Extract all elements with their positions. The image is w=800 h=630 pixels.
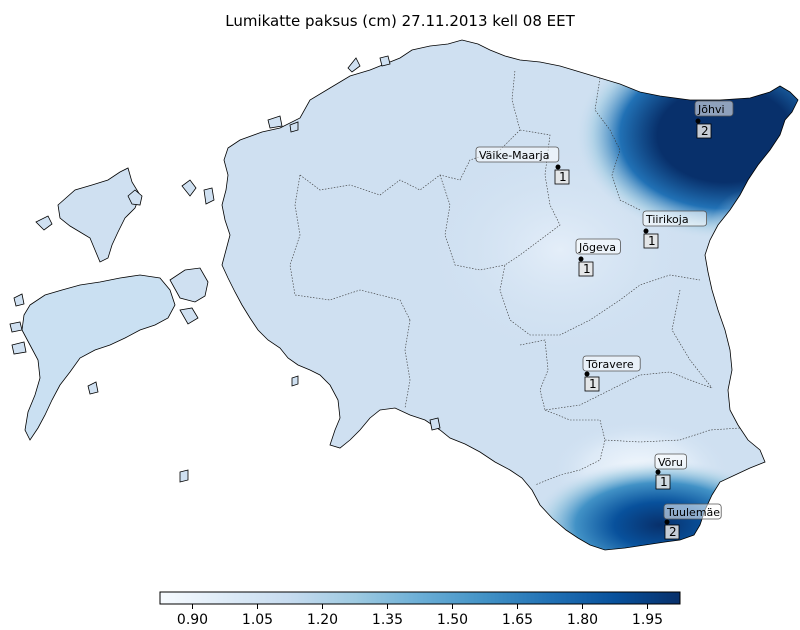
station-name: Võru: [658, 456, 683, 469]
colorbar-tick-label: 1.20: [307, 612, 338, 628]
station-6: Võru 1: [654, 453, 688, 490]
station-1: Jõhvi 2: [694, 100, 734, 139]
station-marker: [643, 228, 649, 234]
station-name: Jõgeva: [578, 241, 616, 254]
county-border: [289, 174, 411, 321]
station-value-box: [584, 376, 600, 392]
hiiumaa-island: [35, 167, 143, 263]
county-border: [534, 409, 606, 486]
station-name: Jõhvi: [697, 103, 725, 116]
county-border: [404, 319, 411, 409]
station-name-box: [475, 146, 560, 163]
county-border: [671, 289, 713, 389]
station-value-box: [643, 233, 659, 249]
colorbar-tick-label: 1.65: [502, 612, 533, 628]
mainland-outline: [221, 39, 799, 551]
station-marker: [584, 371, 590, 377]
station-name-box: [642, 210, 707, 227]
station-5: Tõravere 1: [582, 355, 641, 392]
station-7: Tuulemäe 2: [663, 503, 722, 540]
station-value-box: [696, 123, 712, 139]
colorbar-tick-label: 1.35: [372, 612, 403, 628]
station-name: Tiirikoja: [645, 213, 689, 226]
station-value-box: [578, 261, 594, 277]
station-name-box: [575, 238, 621, 255]
station-marker: [664, 519, 670, 525]
county-border: [594, 77, 641, 211]
station-value: 1: [648, 234, 656, 248]
station-name-box: [582, 355, 641, 372]
colorbar-ticks: 0.90 1.05 1.20 1.35 1.50 1.65 1.80 1.95: [177, 604, 663, 628]
station-value: 1: [559, 170, 567, 184]
station-name: Väike-Maarja: [479, 149, 549, 162]
station-name-box: [663, 503, 722, 520]
county-border: [499, 129, 701, 336]
county-borders: [289, 69, 741, 486]
station-2: Väike-Maarja 1: [475, 146, 570, 185]
map-title: Lumikatte paksus (cm) 27.11.2013 kell 08…: [225, 12, 575, 30]
station-value-box: [664, 524, 680, 540]
station-value: 1: [583, 262, 591, 276]
stations-layer: Jõhvi2Väike-Maarja1Tiirikoja1Jõgeva1Tõra…: [475, 100, 734, 540]
east-border-area: [705, 190, 785, 310]
station-value-box: [655, 474, 671, 490]
station-4: Jõgeva 1: [575, 238, 621, 277]
colorbar-tick-label: 1.50: [437, 612, 468, 628]
colorbar-tick-label: 1.05: [242, 612, 273, 628]
county-border: [439, 174, 506, 271]
station-marker: [655, 469, 661, 475]
station-name-box: [694, 100, 734, 117]
station-value-box: [554, 169, 570, 185]
station-value: 1: [660, 475, 668, 489]
station-marker: [695, 118, 701, 124]
station-3: Tiirikoja 1: [642, 210, 707, 249]
colorbar-gradient: [159, 591, 681, 605]
station-name: Tuulemäe: [666, 506, 720, 519]
colorbar-tick-label: 0.90: [177, 612, 208, 628]
colorbar-tick-label: 1.80: [567, 612, 598, 628]
colorbar: 0.90 1.05 1.20 1.35 1.50 1.65 1.80 1.95: [159, 591, 681, 628]
small-islands: [9, 55, 441, 483]
station-value: 2: [669, 525, 677, 539]
saaremaa-island: [21, 267, 209, 441]
colorbar-tick-label: 1.95: [632, 612, 663, 628]
station-marker: [578, 256, 584, 262]
station-name: Tõravere: [585, 358, 634, 371]
station-marker: [555, 164, 561, 170]
county-border: [519, 339, 713, 411]
station-value: 2: [701, 124, 709, 138]
station-name-box: [654, 453, 688, 470]
county-border: [604, 427, 741, 443]
station-value: 1: [589, 377, 597, 391]
